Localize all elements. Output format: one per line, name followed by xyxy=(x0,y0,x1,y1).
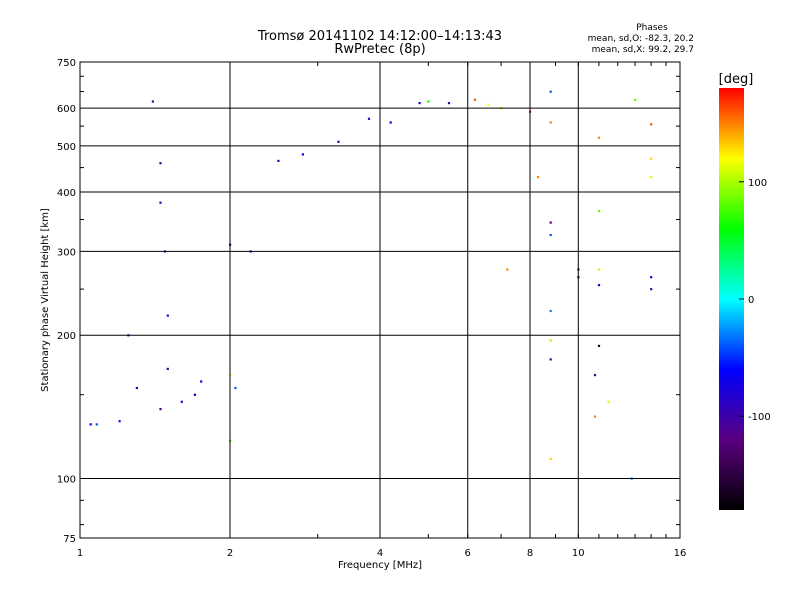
y-tick-label: 500 xyxy=(57,142,76,153)
data-point xyxy=(549,339,552,342)
stats-line-o: mean, sd,O: -82.3, 20.2 xyxy=(588,34,694,44)
y-tick-label: 75 xyxy=(63,534,76,545)
data-point xyxy=(597,344,601,347)
data-point xyxy=(597,136,601,139)
data-point xyxy=(159,201,162,204)
y-tick-label: 400 xyxy=(57,188,76,199)
y-tick-label: 200 xyxy=(57,331,76,342)
x-tick-label: 6 xyxy=(465,548,471,559)
data-point xyxy=(506,268,509,271)
data-point xyxy=(427,100,430,103)
x-tick-label: 4 xyxy=(377,548,383,559)
y-tick-label: 600 xyxy=(57,104,76,115)
colorbar-tick-label: -100 xyxy=(748,412,771,423)
colorbar-ticks: 100 0 -100 xyxy=(739,178,771,423)
x-tick-label: 2 xyxy=(227,548,233,559)
data-point xyxy=(367,117,371,120)
data-point xyxy=(549,121,552,124)
data-point xyxy=(151,100,154,103)
y-tick-label: 750 xyxy=(57,58,76,69)
data-point xyxy=(487,103,490,106)
colorbar-tick-label: 100 xyxy=(748,178,767,189)
data-point xyxy=(537,176,540,179)
y-axis-label: Stationary phase Virtual Height [km] xyxy=(40,208,51,392)
data-point xyxy=(447,102,451,105)
data-point xyxy=(337,140,340,143)
stats-title: Phases xyxy=(636,23,668,33)
data-point xyxy=(597,284,601,287)
data-point xyxy=(634,98,637,101)
stats-line-x: mean, sd,X: 99.2, 29.7 xyxy=(592,45,694,55)
data-point xyxy=(135,386,138,390)
data-point xyxy=(95,423,98,426)
data-point xyxy=(593,374,597,377)
y-axis-ticks: 75 100 200 300 400 500 600 750 xyxy=(57,58,680,545)
data-point xyxy=(159,162,162,165)
data-point xyxy=(389,121,392,124)
data-point xyxy=(200,380,203,383)
data-point xyxy=(301,153,304,156)
y-tick-label: 300 xyxy=(57,247,76,258)
data-point xyxy=(650,157,653,160)
data-point xyxy=(650,176,653,179)
data-point xyxy=(593,415,597,418)
data-point xyxy=(549,233,552,237)
data-point xyxy=(549,90,552,93)
colorbar-label: [deg] xyxy=(719,72,754,87)
data-point xyxy=(118,420,121,423)
data-point xyxy=(597,209,601,213)
data-point xyxy=(597,268,601,271)
chart-subtitle: RwPretec (8p) xyxy=(334,42,425,57)
data-point xyxy=(180,400,183,403)
data-point xyxy=(549,309,552,313)
data-point xyxy=(166,314,169,317)
x-tick-label: 10 xyxy=(572,548,585,559)
data-point xyxy=(193,393,196,396)
y-tick-label: 100 xyxy=(57,475,76,486)
data-point xyxy=(89,423,92,426)
data-point xyxy=(549,457,552,460)
chart-title: Tromsø 20141102 14:12:00–14:13:43 xyxy=(257,29,502,44)
data-point xyxy=(159,408,162,411)
x-tick-label: 1 xyxy=(77,548,83,559)
data-point xyxy=(607,400,610,403)
data-point xyxy=(650,288,653,291)
data-point xyxy=(418,102,421,105)
data-point xyxy=(650,123,653,126)
data-point xyxy=(549,358,552,361)
data-point xyxy=(650,276,653,279)
x-axis-ticks: 1 2 4 6 8 10 16 xyxy=(77,62,687,559)
colorbar-tick-label: 0 xyxy=(748,295,754,306)
data-point xyxy=(549,221,552,224)
data-point xyxy=(166,367,169,370)
data-point xyxy=(473,98,476,101)
data-point xyxy=(277,159,280,162)
grid-lines xyxy=(80,62,680,538)
x-tick-label: 16 xyxy=(674,548,687,559)
x-tick-label: 8 xyxy=(527,548,533,559)
x-axis-label: Frequency [MHz] xyxy=(338,560,422,571)
data-point xyxy=(234,386,237,390)
data-points xyxy=(89,90,653,480)
